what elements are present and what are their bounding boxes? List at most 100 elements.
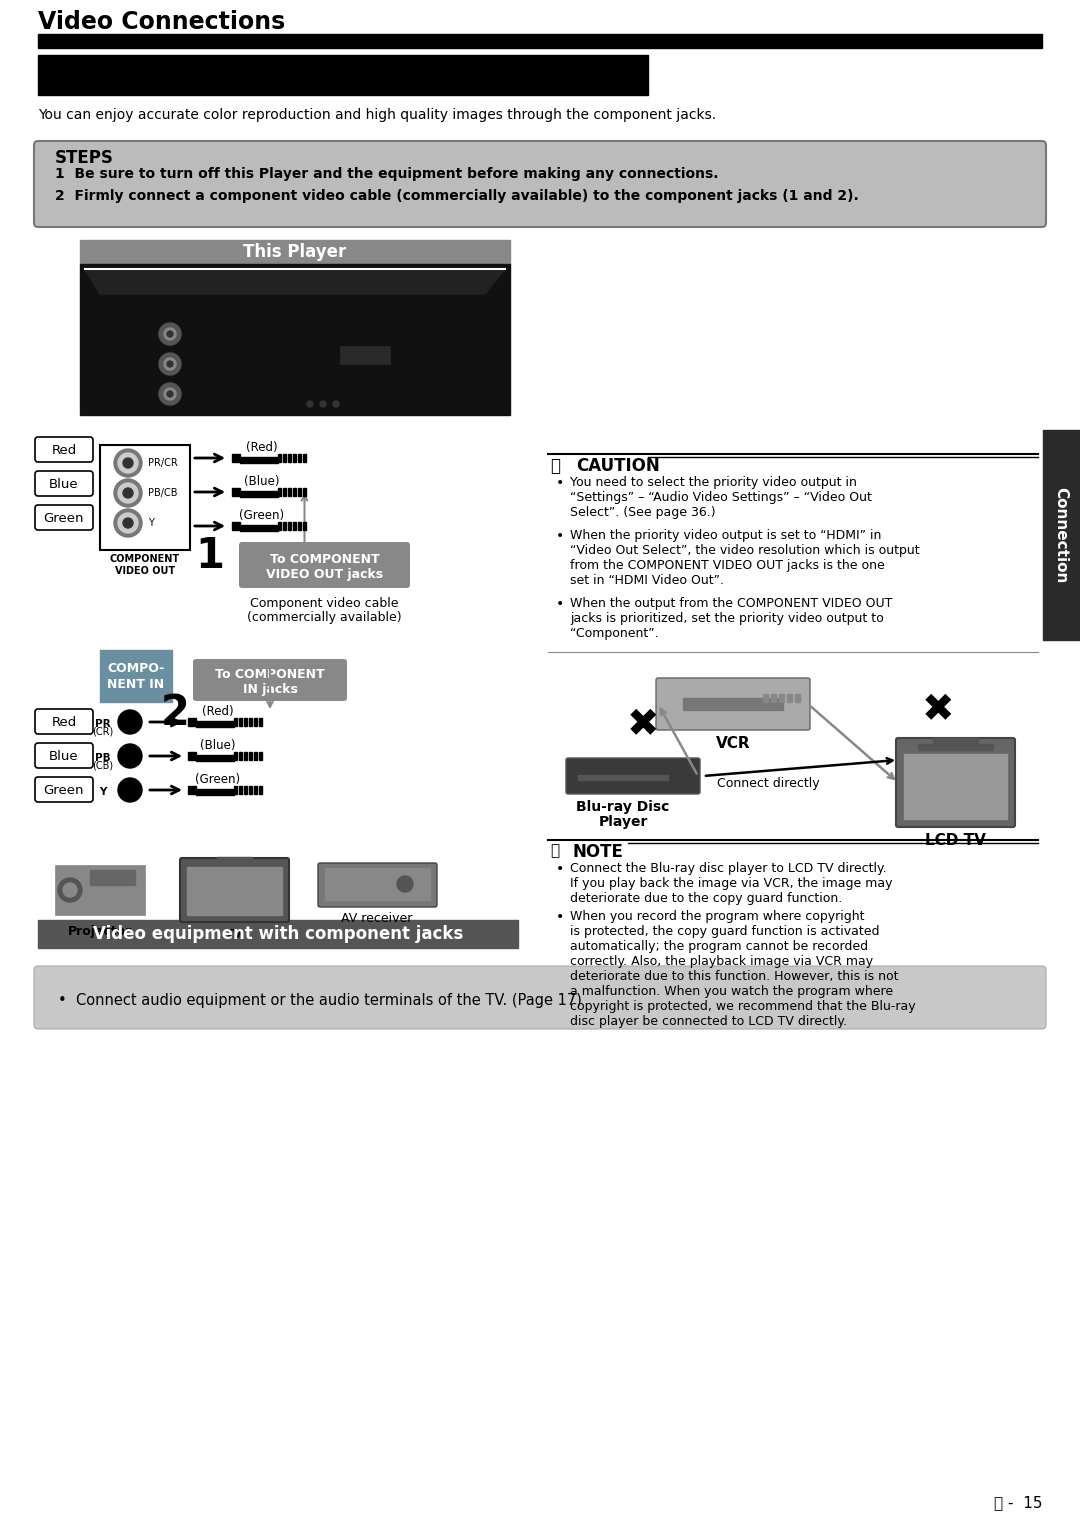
Bar — [80, 241, 510, 264]
Text: (CR): (CR) — [93, 728, 113, 737]
Bar — [249, 719, 252, 726]
Bar — [188, 752, 195, 760]
Bar — [188, 786, 195, 794]
Text: Y: Y — [99, 787, 107, 797]
Text: Player: Player — [598, 815, 648, 829]
Bar — [38, 921, 518, 948]
FancyBboxPatch shape — [193, 659, 347, 702]
Circle shape — [159, 383, 181, 404]
Bar — [303, 489, 306, 496]
Bar — [303, 453, 306, 463]
Bar — [254, 752, 257, 760]
Bar — [217, 856, 252, 863]
Bar — [298, 489, 301, 496]
Bar — [234, 786, 237, 794]
Bar — [232, 453, 240, 463]
Text: NOTE: NOTE — [572, 843, 623, 861]
Text: (Red): (Red) — [202, 705, 233, 719]
Bar — [293, 489, 296, 496]
Circle shape — [159, 352, 181, 375]
Circle shape — [320, 401, 326, 408]
Bar — [80, 264, 510, 415]
Bar — [259, 786, 262, 794]
Bar — [283, 489, 286, 496]
Text: 2: 2 — [161, 692, 189, 734]
Text: Red: Red — [52, 443, 77, 457]
Text: Y: Y — [148, 518, 153, 529]
Bar — [254, 719, 257, 726]
Circle shape — [58, 878, 82, 902]
Circle shape — [159, 323, 181, 345]
FancyBboxPatch shape — [35, 743, 93, 768]
Text: 2  Firmly connect a component video cable (commercially available) to the compon: 2 Firmly connect a component video cable… — [55, 188, 859, 204]
Polygon shape — [85, 270, 505, 294]
Bar — [240, 457, 278, 463]
Text: (CB): (CB) — [93, 761, 113, 771]
Bar — [278, 522, 281, 530]
Text: You can enjoy accurate color reproduction and high quality images through the co: You can enjoy accurate color reproductio… — [38, 107, 716, 123]
Text: (Green): (Green) — [195, 774, 241, 786]
FancyBboxPatch shape — [33, 967, 1047, 1030]
Circle shape — [167, 331, 173, 337]
Text: 👋: 👋 — [550, 457, 561, 475]
FancyBboxPatch shape — [566, 758, 700, 794]
FancyBboxPatch shape — [239, 542, 410, 588]
FancyBboxPatch shape — [318, 863, 437, 907]
FancyBboxPatch shape — [33, 141, 1047, 227]
Bar — [779, 694, 784, 702]
Bar — [254, 786, 257, 794]
Circle shape — [114, 509, 141, 538]
Bar — [38, 34, 1042, 47]
Bar — [100, 444, 190, 550]
Circle shape — [118, 778, 141, 801]
Bar — [1043, 430, 1080, 640]
Text: •: • — [556, 476, 564, 490]
Bar — [90, 870, 135, 885]
Circle shape — [114, 480, 141, 507]
FancyBboxPatch shape — [35, 506, 93, 530]
Text: When the output from the COMPONENT VIDEO OUT
jacks is prioritized, set the prior: When the output from the COMPONENT VIDEO… — [570, 597, 892, 640]
Bar — [259, 752, 262, 760]
Text: (Blue): (Blue) — [200, 738, 235, 752]
Bar — [340, 346, 390, 365]
Bar — [303, 522, 306, 530]
Bar — [100, 650, 172, 702]
FancyBboxPatch shape — [896, 738, 1015, 827]
Text: (Blue): (Blue) — [244, 475, 280, 489]
Text: Video Connections: Video Connections — [38, 11, 285, 34]
FancyBboxPatch shape — [35, 437, 93, 463]
Bar — [325, 869, 430, 899]
Circle shape — [164, 328, 176, 340]
Text: ✖: ✖ — [626, 706, 659, 745]
Text: PR: PR — [95, 719, 111, 729]
Text: When the priority video output is set to “HDMI” in
“Video Out Select”, the video: When the priority video output is set to… — [570, 529, 920, 587]
Circle shape — [118, 709, 141, 734]
Text: COMPO-
NENT IN: COMPO- NENT IN — [107, 662, 164, 691]
Text: ✖: ✖ — [921, 691, 955, 729]
Text: Green: Green — [44, 783, 84, 797]
Text: 📋: 📋 — [550, 843, 559, 858]
Bar — [239, 786, 242, 794]
FancyBboxPatch shape — [35, 470, 93, 496]
FancyBboxPatch shape — [180, 858, 289, 922]
Text: This Player: This Player — [243, 244, 347, 260]
Circle shape — [118, 453, 138, 473]
Bar — [795, 694, 800, 702]
Bar — [293, 453, 296, 463]
Text: •: • — [556, 529, 564, 542]
Circle shape — [123, 518, 133, 529]
Text: •  Connect audio equipment or the audio terminals of the TV. (Page 17): • Connect audio equipment or the audio t… — [58, 993, 582, 1008]
Bar — [683, 699, 783, 709]
Text: (commercially available): (commercially available) — [247, 611, 402, 624]
Text: Connect directly: Connect directly — [717, 778, 820, 791]
Text: To COMPONENT
IN jacks: To COMPONENT IN jacks — [215, 668, 325, 696]
Text: CAUTION: CAUTION — [576, 457, 660, 475]
Text: •: • — [556, 597, 564, 611]
Text: Blue: Blue — [50, 749, 79, 763]
Text: •: • — [556, 910, 564, 924]
Bar — [244, 786, 247, 794]
Bar — [234, 719, 237, 726]
Text: TV: TV — [225, 928, 243, 941]
Bar — [904, 754, 1007, 820]
Bar — [244, 719, 247, 726]
